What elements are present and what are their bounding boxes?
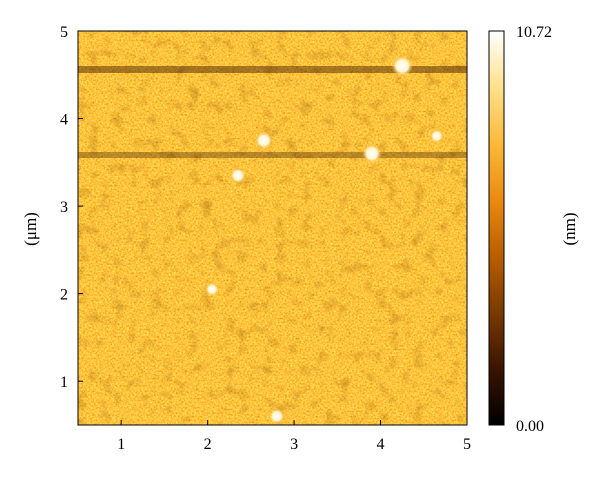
- y-tick-label: 4: [60, 112, 68, 129]
- surface-particle: [229, 167, 246, 184]
- colorbar-unit-label: (nm): [560, 212, 579, 245]
- surface-particle: [429, 129, 444, 144]
- y-tick-label: 1: [60, 374, 68, 391]
- y-tick-label: 2: [60, 287, 68, 304]
- x-axis: 1 2 3 4 5: [117, 420, 471, 453]
- surface-particle: [204, 282, 219, 297]
- y-axis-label: (μm): [21, 212, 40, 246]
- surface-particle: [391, 55, 414, 78]
- x-tick-label: 4: [377, 436, 385, 453]
- y-axis: 1 2 3 4 5: [60, 24, 83, 391]
- y-tick-label: 3: [60, 199, 68, 216]
- surface-particle: [361, 143, 382, 164]
- afm-height-map: [78, 31, 467, 425]
- scan-line-streak: [78, 152, 467, 158]
- x-tick-label: 5: [463, 436, 471, 453]
- y-tick-label: 5: [60, 24, 68, 41]
- colorbar-max-label: 10.72: [516, 24, 552, 41]
- scan-line-streak: [78, 66, 467, 73]
- colorbar-gradient: [488, 30, 505, 426]
- plot-frame: [77, 30, 468, 426]
- x-tick-label: 2: [204, 436, 212, 453]
- colorbar-min-label: 0.00: [516, 418, 544, 435]
- surface-particle: [254, 131, 273, 150]
- colorbar: 10.72 0.00 (nm): [488, 24, 579, 435]
- x-tick-label: 1: [117, 436, 125, 453]
- x-tick-label: 3: [290, 436, 298, 453]
- surface-particle: [268, 408, 285, 425]
